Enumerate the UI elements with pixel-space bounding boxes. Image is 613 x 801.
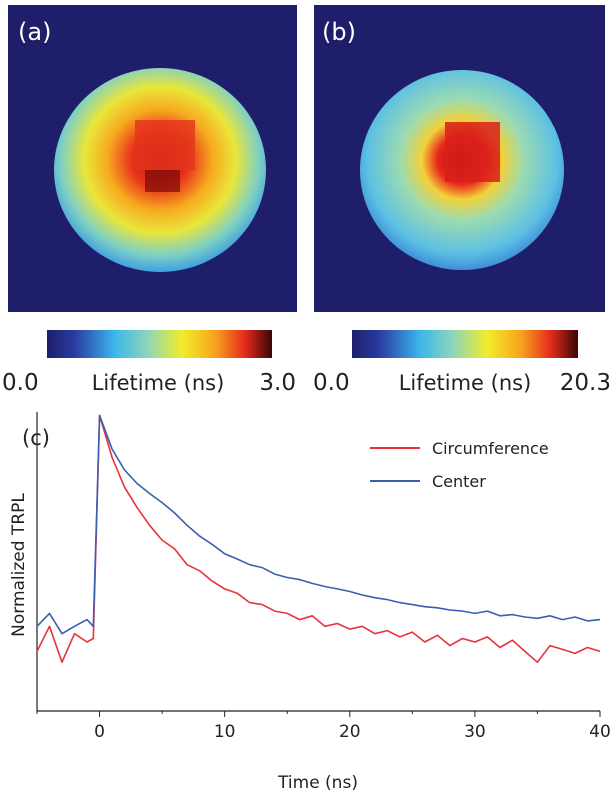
colorbar-label: Lifetime (ns) [399, 371, 532, 395]
colorbar [47, 330, 272, 358]
panel-label: (c) [22, 426, 50, 450]
x-tick-label: 40 [589, 722, 611, 742]
x-tick-label: 10 [214, 722, 236, 742]
colorbar-max: 20.3 [560, 370, 611, 396]
colorbar-min: 0.0 [2, 370, 39, 396]
series-line [36, 414, 601, 635]
legend-label: Circumference [432, 439, 549, 458]
legend-label: Center [432, 472, 486, 491]
colorbar-max: 3.0 [259, 370, 296, 396]
y-axis-title: Normalized TRPL [9, 493, 29, 637]
map-a-core [135, 120, 195, 170]
map-b-core [445, 122, 500, 182]
series-line [36, 414, 601, 663]
x-axis-title: Time (ns) [277, 773, 358, 793]
x-tick-label: 20 [339, 722, 361, 742]
colorbar-min: 0.0 [313, 370, 350, 396]
x-tick-label: 0 [94, 722, 105, 742]
colorbar-label: Lifetime (ns) [92, 371, 225, 395]
map-a-dark [145, 170, 180, 192]
x-tick-label: 30 [464, 722, 486, 742]
panel-label: (b) [322, 18, 356, 46]
panel-label: (a) [18, 18, 51, 46]
colorbar [352, 330, 578, 358]
